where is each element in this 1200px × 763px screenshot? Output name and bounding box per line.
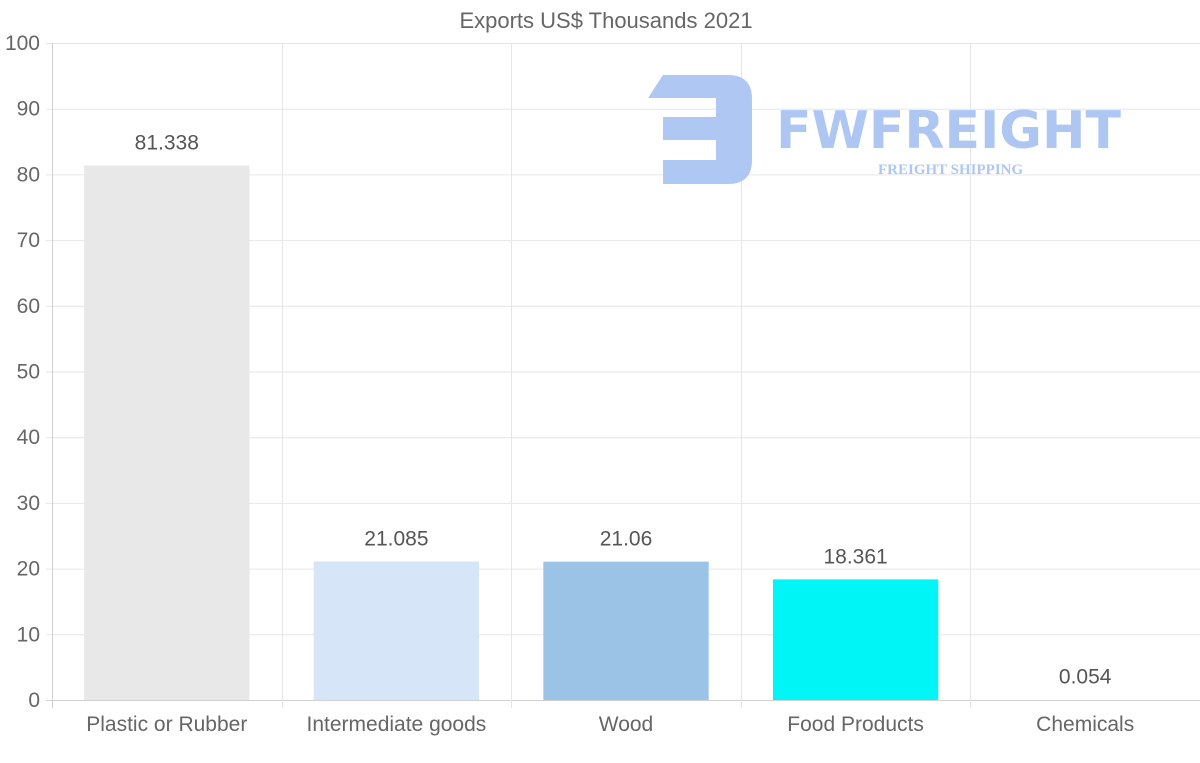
y-tick-label: 40 bbox=[17, 426, 40, 449]
y-tick-label: 60 bbox=[17, 295, 40, 318]
y-tick-label: 50 bbox=[17, 361, 40, 384]
x-tick-label: Plastic or Rubber bbox=[86, 713, 247, 736]
bar bbox=[772, 579, 939, 700]
data-label: 0.054 bbox=[1059, 666, 1112, 689]
data-label: 21.085 bbox=[364, 527, 428, 550]
watermark-brand: FWFREIGHT bbox=[776, 101, 1122, 161]
watermark-logo-icon bbox=[648, 75, 752, 184]
watermark-tagline: FREIGHT SHIPPING bbox=[878, 162, 1023, 178]
x-tick-label: Intermediate goods bbox=[307, 713, 487, 736]
y-tick-label: 90 bbox=[17, 98, 40, 121]
y-tick-label: 10 bbox=[17, 623, 40, 646]
data-labels: 81.338 21.085 21.06 18.361 0.054 bbox=[135, 132, 1112, 689]
data-label: 21.06 bbox=[600, 528, 653, 551]
chart-title: Exports US$ Thousands 2021 bbox=[459, 8, 752, 33]
y-axis-ticks: 0 10 20 30 40 50 60 70 80 90 100 bbox=[5, 32, 40, 712]
x-tick-label: Chemicals bbox=[1036, 713, 1134, 736]
bar bbox=[313, 561, 480, 700]
y-tick-label: 20 bbox=[17, 558, 40, 581]
bars bbox=[84, 165, 1168, 700]
x-tick-label: Food Products bbox=[787, 713, 924, 736]
x-tick-label: Wood bbox=[599, 713, 653, 736]
y-tick-label: 30 bbox=[17, 492, 40, 515]
data-label: 18.361 bbox=[823, 545, 887, 568]
y-tick-label: 80 bbox=[17, 163, 40, 186]
bar bbox=[543, 561, 709, 700]
watermark-logo: FWFREIGHT FREIGHT SHIPPING bbox=[648, 75, 1122, 184]
data-label: 81.338 bbox=[135, 132, 199, 155]
y-tick-label: 0 bbox=[28, 689, 40, 712]
bar bbox=[84, 165, 250, 700]
x-axis-categories: Plastic or Rubber Intermediate goods Wood F… bbox=[86, 713, 1134, 736]
y-tick-label: 70 bbox=[17, 229, 40, 252]
y-tick-label: 100 bbox=[5, 32, 40, 55]
